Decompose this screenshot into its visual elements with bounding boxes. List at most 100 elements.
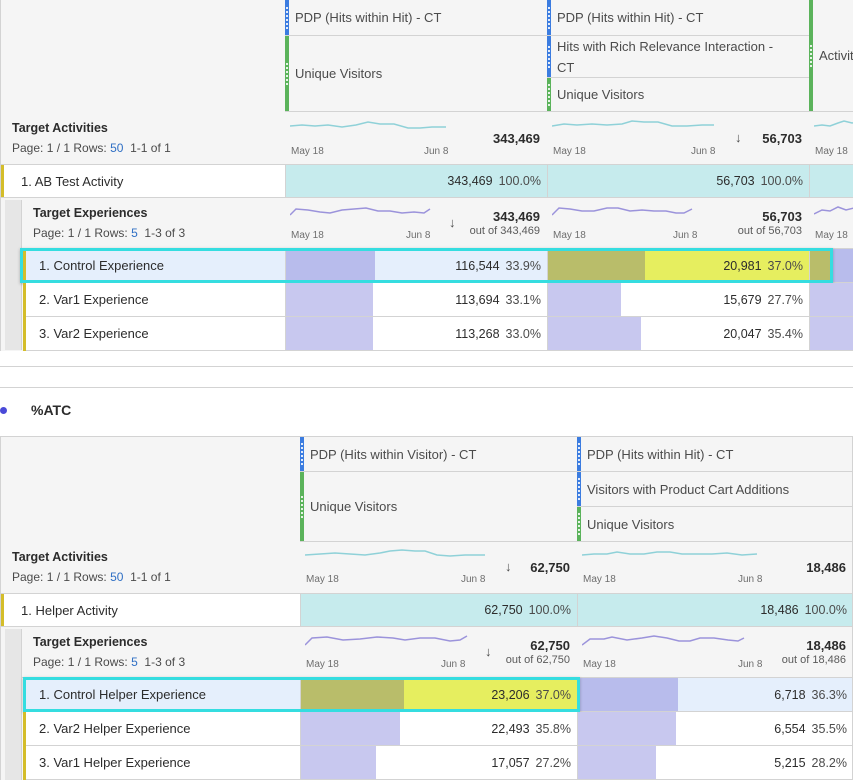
sparkline-start-label: May 18 bbox=[815, 230, 848, 241]
percent-bar bbox=[578, 678, 679, 711]
divider bbox=[0, 366, 853, 367]
percent-bar bbox=[830, 249, 853, 282]
column-header-subsegment[interactable]: Visitors with Product Cart Additions bbox=[577, 472, 852, 507]
table-row-label[interactable]: 2. Var2 Helper Experience bbox=[23, 712, 300, 746]
table-cell[interactable]: 15,679 27.7% bbox=[547, 283, 809, 317]
table-cell[interactable]: 62,750 100.0% bbox=[300, 594, 577, 627]
metric-drag-handle-icon[interactable] bbox=[809, 0, 813, 111]
metric-drag-handle-icon[interactable] bbox=[577, 507, 581, 541]
page-label: Page: 1 / 1 Rows: bbox=[33, 655, 132, 669]
table-cell[interactable] bbox=[809, 249, 853, 283]
sparkline-line bbox=[582, 551, 758, 556]
table-cell[interactable]: 22,493 35.8% bbox=[300, 712, 577, 746]
table-cell[interactable]: 20,047 35.4% bbox=[547, 317, 809, 351]
cell-value: 6,554 35.5% bbox=[774, 712, 847, 745]
table-cell[interactable] bbox=[809, 283, 853, 317]
column-out-of: out of 62,750 bbox=[505, 654, 570, 666]
table-cell[interactable] bbox=[809, 317, 853, 351]
sparkline-end-label: Jun 8 bbox=[691, 146, 716, 157]
table-cell[interactable]: 5,215 28.2% bbox=[577, 746, 852, 780]
metric-label: Activit bbox=[819, 48, 853, 63]
row-indicator bbox=[23, 678, 26, 712]
table-cell[interactable]: 23,206 37.0% bbox=[300, 678, 577, 712]
cell-value: 343,469 100.0% bbox=[447, 165, 541, 197]
percent: 27.7% bbox=[767, 292, 803, 307]
column-header-subsegment[interactable]: Hits with Rich Relevance Interaction - C… bbox=[547, 36, 809, 78]
metric-drag-handle-icon[interactable] bbox=[547, 78, 551, 111]
sort-descending-icon[interactable]: ↓ bbox=[505, 559, 512, 574]
percent: 100.0% bbox=[528, 603, 571, 617]
metric-label: Unique Visitors bbox=[557, 87, 645, 102]
row-indicator bbox=[1, 594, 4, 626]
percent: 35.4% bbox=[767, 326, 803, 341]
row-indicator bbox=[1, 165, 4, 197]
table-row-label[interactable]: 1. Control Experience bbox=[23, 249, 285, 283]
table-row-label[interactable]: 1. Helper Activity bbox=[1, 594, 300, 627]
table-row-label[interactable]: 3. Var2 Experience bbox=[23, 317, 285, 351]
segment-drag-handle-icon[interactable] bbox=[577, 472, 581, 506]
segment-drag-handle-icon[interactable] bbox=[547, 36, 551, 77]
table-cell[interactable]: 18,486 100.0% bbox=[577, 594, 852, 627]
column-header-segment[interactable]: PDP (Hits within Visitor) - CT bbox=[300, 437, 577, 472]
column-header-metric[interactable]: Unique Visitors bbox=[547, 78, 809, 112]
percent-bar bbox=[286, 283, 373, 316]
segment-label: PDP (Hits within Hit) - CT bbox=[295, 10, 442, 25]
table-cell[interactable]: 343,469 100.0% bbox=[285, 165, 547, 198]
segment-drag-handle-icon[interactable] bbox=[300, 437, 304, 471]
table-row-label[interactable]: 1. AB Test Activity bbox=[1, 165, 285, 198]
table-cell[interactable]: 116,544 33.9% bbox=[285, 249, 547, 283]
rows-per-page-select[interactable]: 50 bbox=[110, 570, 124, 584]
rows-per-page-select[interactable]: 50 bbox=[110, 141, 124, 155]
rows-per-page-select[interactable]: 5 bbox=[131, 226, 138, 240]
column-header-metric[interactable]: Unique Visitors bbox=[577, 507, 852, 542]
sparkline bbox=[582, 551, 758, 556]
sort-descending-icon[interactable]: ↓ bbox=[485, 644, 492, 659]
column-header-segment[interactable]: PDP (Hits within Hit) - CT bbox=[577, 437, 852, 472]
sort-descending-icon[interactable]: ↓ bbox=[735, 130, 742, 145]
column-header-metric[interactable]: Unique Visitors bbox=[285, 36, 547, 112]
segment-drag-handle-icon[interactable] bbox=[547, 0, 551, 35]
row-label: 3. Var1 Helper Experience bbox=[39, 755, 191, 770]
segment-drag-handle-icon[interactable] bbox=[285, 0, 289, 35]
sparkline bbox=[582, 635, 745, 646]
column-header-metric[interactable]: Unique Visitors bbox=[300, 472, 577, 542]
table-cell[interactable]: 113,268 33.0% bbox=[285, 317, 547, 351]
table-row-label[interactable]: 2. Var1 Experience bbox=[23, 283, 285, 317]
sort-descending-icon[interactable]: ↓ bbox=[449, 215, 456, 230]
table-cell[interactable]: 6,718 36.3% bbox=[577, 678, 852, 712]
sparkline-end-label: Jun 8 bbox=[441, 659, 466, 670]
segment-drag-handle-icon[interactable] bbox=[577, 437, 581, 471]
percent: 35.8% bbox=[535, 721, 571, 736]
percent: 33.0% bbox=[505, 326, 541, 341]
sparkline-line bbox=[305, 635, 468, 646]
percent-bar bbox=[286, 249, 375, 282]
table-cell[interactable]: 17,057 27.2% bbox=[300, 746, 577, 780]
cell-value: 116,544 33.9% bbox=[455, 249, 541, 282]
page-label: Page: 1 / 1 Rows: bbox=[12, 141, 111, 155]
table-cell[interactable]: 20,981 37.0% bbox=[547, 249, 809, 283]
column-header-segment[interactable]: PDP (Hits within Hit) - CT bbox=[547, 0, 809, 36]
table-row-label[interactable]: 3. Var1 Helper Experience bbox=[23, 746, 300, 780]
column-header-metric[interactable]: Activit bbox=[809, 0, 853, 112]
column-header-segment[interactable]: PDP (Hits within Hit) - CT bbox=[285, 0, 547, 36]
sparkline-start-label: May 18 bbox=[553, 146, 586, 157]
table-cell[interactable]: 113,694 33.1% bbox=[285, 283, 547, 317]
percent: 36.3% bbox=[811, 687, 847, 702]
table-cell[interactable] bbox=[809, 165, 853, 198]
column-total: 56,703 bbox=[762, 209, 802, 224]
cell-value: 20,047 35.4% bbox=[723, 317, 803, 350]
sparkline-line bbox=[814, 120, 853, 127]
table-cell[interactable]: 56,703 100.0% bbox=[547, 165, 809, 198]
row-label: 1. Control Experience bbox=[39, 258, 165, 273]
row-range: 1-3 of 3 bbox=[137, 655, 186, 669]
sparkline-line bbox=[552, 120, 714, 127]
table-cell[interactable]: 6,554 35.5% bbox=[577, 712, 852, 746]
metric-drag-handle-icon[interactable] bbox=[300, 472, 304, 541]
table-row-label[interactable]: 1. Control Helper Experience bbox=[23, 678, 300, 712]
value: 113,268 bbox=[455, 326, 500, 341]
value: 56,703 bbox=[716, 174, 755, 188]
rows-per-page-select[interactable]: 5 bbox=[131, 655, 138, 669]
sparkline-end-label: Jun 8 bbox=[461, 574, 486, 585]
percent: 33.9% bbox=[505, 258, 541, 273]
metric-drag-handle-icon[interactable] bbox=[285, 36, 289, 111]
